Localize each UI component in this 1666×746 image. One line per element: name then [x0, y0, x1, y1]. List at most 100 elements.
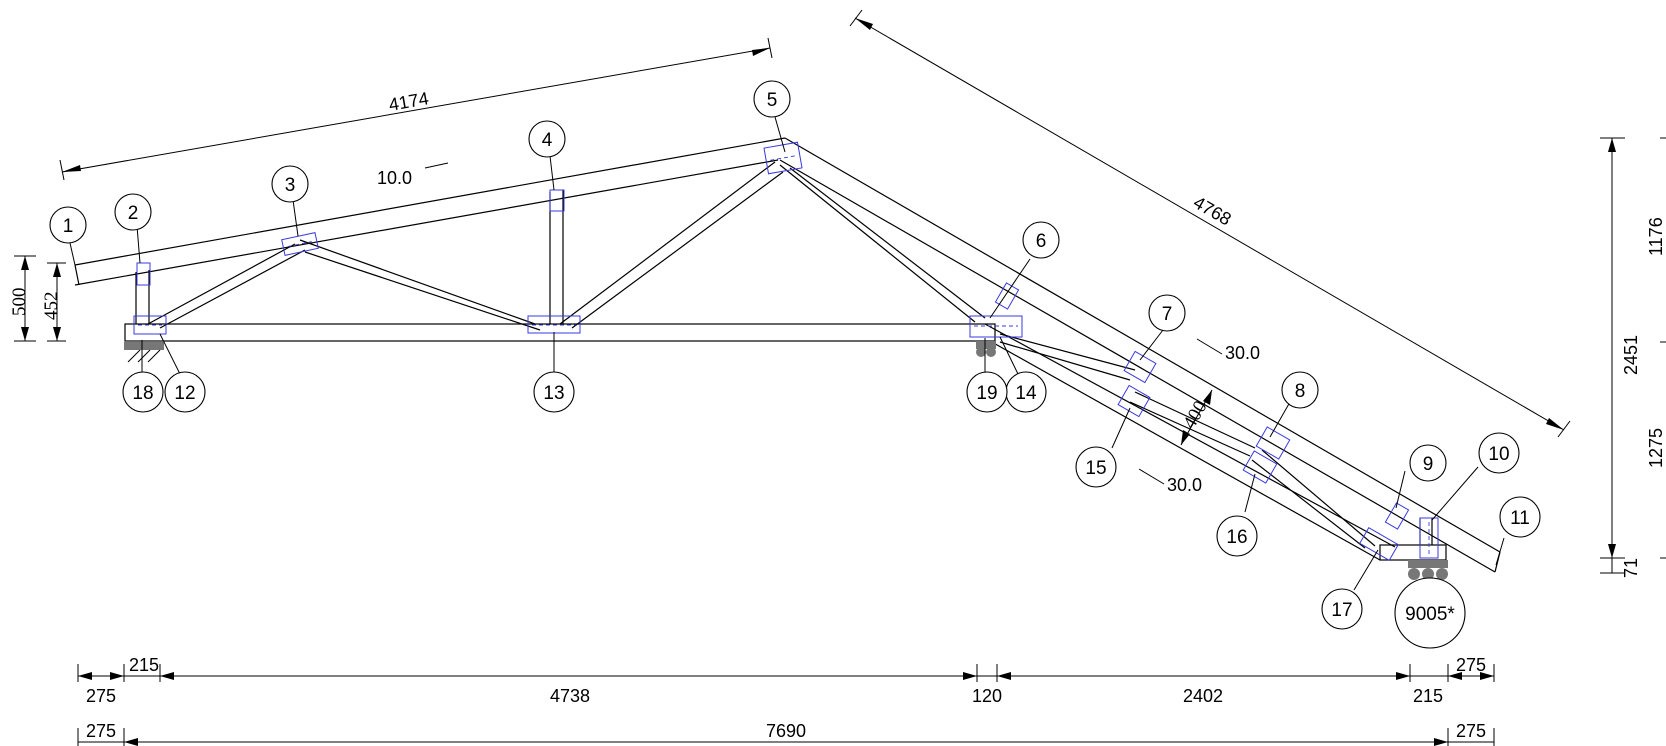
node-8: 8	[1281, 371, 1319, 409]
svg-text:8: 8	[1295, 381, 1306, 402]
truss-members	[74, 137, 1501, 573]
bottom-chord-right-upper	[984, 323, 1396, 548]
node-6: 6	[1022, 221, 1060, 259]
dim-right-height-4-label: 71	[1621, 558, 1641, 578]
top-chord-left-upper	[74, 137, 786, 266]
plate-4	[549, 189, 565, 212]
web-c1	[559, 161, 776, 325]
dim-row1-seg2: 215	[129, 655, 159, 675]
node-17: 17	[1321, 588, 1363, 630]
bearing-left-hatch-2	[137, 349, 151, 363]
plate-8	[1255, 426, 1291, 460]
web-g1	[1261, 449, 1376, 547]
node-10: 10	[1478, 432, 1520, 474]
dim-right-heights: 1176 2451 1275 71	[1600, 137, 1666, 578]
bottom-chord-right-lower	[989, 340, 1381, 561]
plate-7	[1123, 350, 1157, 384]
node-11: 11	[1499, 496, 1541, 538]
dim-top-right: 4768	[849, 9, 1571, 438]
plate-6	[994, 282, 1020, 310]
plate-10	[1419, 517, 1439, 559]
web-a2	[159, 249, 306, 329]
svg-text:30.0: 30.0	[1225, 343, 1260, 363]
dim-row1-seg6: 215	[1413, 686, 1443, 706]
top-chord-right-upper	[784, 137, 1501, 553]
svg-text:10: 10	[1488, 444, 1509, 465]
dim-row1-seg1: 275	[86, 686, 116, 706]
svg-text:11: 11	[1510, 508, 1530, 529]
plate-15	[1117, 384, 1151, 418]
dim-top-right-label: 4768	[1190, 192, 1235, 229]
bearing-callout: 9005*	[1394, 577, 1466, 649]
dim-right-height-1-label: 1176	[1646, 217, 1666, 256]
svg-text:16: 16	[1226, 527, 1247, 548]
dim-row2-seg3: 275	[1456, 721, 1486, 741]
svg-text:6: 6	[1036, 231, 1047, 252]
web-c2	[571, 171, 784, 329]
svg-text:15: 15	[1085, 458, 1106, 479]
web-g2	[1251, 459, 1366, 549]
dim-row-2: 275 7690 275	[77, 721, 1495, 746]
svg-text:7: 7	[1162, 304, 1173, 325]
node-14: 14	[1005, 371, 1047, 413]
dim-row1-seg4: 120	[972, 686, 1002, 706]
svg-text:9: 9	[1423, 454, 1434, 475]
plate-17	[1359, 527, 1399, 561]
node-4: 4	[528, 120, 566, 158]
bearing-right-roller-c	[1436, 568, 1448, 580]
web-b2	[304, 251, 541, 331]
bearing-right-roller-a	[1408, 568, 1420, 580]
leader-lines	[69, 116, 1505, 591]
plate-2	[136, 262, 151, 286]
svg-text:9005*: 9005*	[1405, 604, 1455, 625]
pitch-right-lower: 30.0	[1138, 468, 1202, 495]
svg-text:30.0: 30.0	[1167, 475, 1202, 495]
node-13: 13	[533, 371, 575, 413]
node-callouts: 1 2 3 4 5 6 7 8 9 10 11 12 13 14 15 16 1…	[49, 80, 1541, 649]
bearing-left-hatch-3	[147, 349, 161, 363]
svg-text:5: 5	[767, 90, 778, 111]
web-d1	[779, 164, 976, 323]
bearing-left-hatch-1	[127, 349, 141, 363]
bearing-middle	[976, 341, 996, 349]
node-19: 19	[966, 371, 1008, 413]
top-chord-right-lower	[779, 159, 1496, 573]
plate-5	[763, 141, 803, 175]
pitch-left: 10.0	[377, 162, 449, 188]
node-5: 5	[753, 80, 791, 118]
dim-row1-seg5: 2402	[1183, 686, 1223, 706]
web-d2	[789, 167, 986, 319]
dim-row1-seg7: 275	[1456, 655, 1486, 675]
dim-top-left-label: 4174	[387, 88, 430, 115]
bearing-right-roller-b	[1422, 568, 1434, 580]
top-chord-left-end	[74, 264, 80, 286]
node-12: 12	[164, 371, 206, 413]
bearings	[124, 341, 1448, 580]
svg-text:3: 3	[285, 175, 296, 196]
plate-14	[969, 315, 1023, 338]
svg-text:14: 14	[1015, 383, 1037, 404]
svg-text:2: 2	[128, 203, 139, 224]
dim-row2-seg2: 7690	[766, 721, 806, 741]
svg-text:4: 4	[542, 130, 553, 151]
svg-text:18: 18	[132, 383, 153, 404]
dim-top-left: 4174	[59, 37, 773, 181]
plate-9	[1384, 502, 1410, 530]
bearing-left	[124, 342, 164, 350]
svg-text:12: 12	[174, 383, 195, 404]
svg-text:1: 1	[63, 216, 74, 237]
svg-text:13: 13	[543, 383, 564, 404]
web-a1	[147, 243, 296, 325]
node-9: 9	[1409, 444, 1447, 482]
plate-3-dash	[288, 241, 312, 247]
dim-right-height-3-label: 1275	[1646, 428, 1666, 468]
plate-12	[133, 315, 167, 335]
node-15: 15	[1075, 446, 1117, 488]
svg-text:19: 19	[976, 383, 997, 404]
node-3: 3	[271, 165, 309, 203]
web-b1	[299, 239, 536, 325]
web-e1	[999, 333, 1136, 371]
web-e2	[999, 341, 1131, 381]
plate-3	[281, 232, 319, 256]
pitch-right-upper: 30.0	[1196, 338, 1260, 363]
